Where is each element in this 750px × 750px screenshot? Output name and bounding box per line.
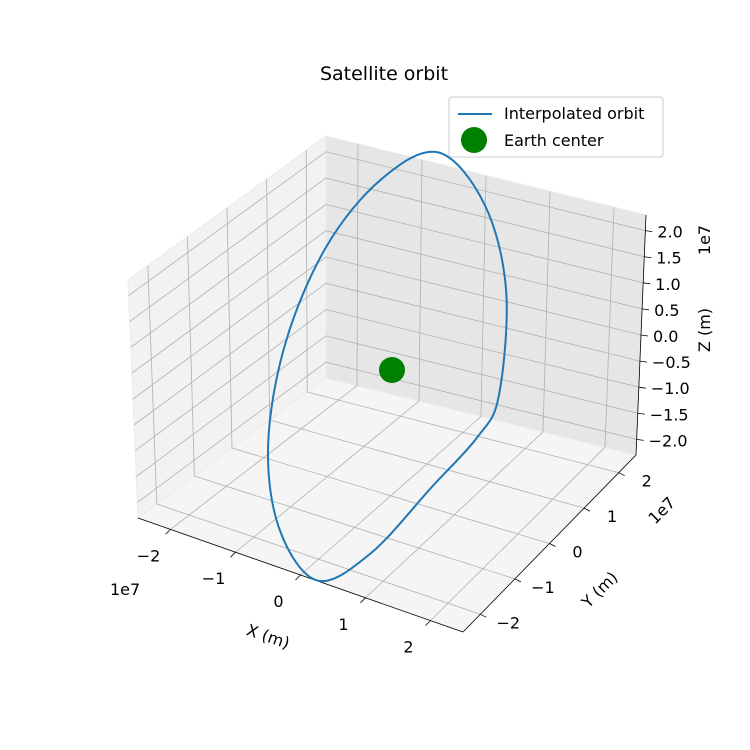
z-tick-label: −1.5 [650,405,689,424]
legend-label-orbit: Interpolated orbit [504,104,644,123]
z-tick-label: 1.0 [655,275,680,294]
x-tick [295,574,301,581]
grid-floor-y [194,475,516,580]
y-tick [618,472,625,477]
z-tick [637,412,645,415]
grid-z [134,309,639,452]
x-offset-label: 1e7 [110,580,140,599]
z-tick-label: 2.0 [657,223,682,242]
grid-z [129,177,645,322]
x-tick-label: −2 [137,546,161,565]
x-tick [425,620,431,626]
grid-z [133,282,641,426]
x-tick-label: 0 [273,592,283,611]
y-tick-label: −1 [531,578,555,597]
y-tick [514,578,522,583]
y-axis-label: Y (m) [577,568,622,613]
grid-floor-y [307,391,619,474]
grid-floor-y [156,503,481,615]
x-tick-label: −1 [202,569,226,588]
z-tick [644,256,652,259]
z-tick-label: −1.0 [651,379,690,398]
z-tick [640,334,649,337]
grid-z [128,151,646,296]
x-axis-label: X (m) [244,620,292,652]
z-offset-label: 1e7 [695,225,714,255]
legend-box [448,96,664,158]
axis-ticks: −2 −1 0 1 2 −2 −1 0 1 2 −2.0 −1.5 −1.0 −0.5 0.0 0.5 1.0 1… [137,223,691,657]
y-tick-label: −2 [497,613,521,632]
z-tick [642,308,650,311]
y-tick [583,507,591,512]
z-tick [645,230,653,233]
z-tick [636,438,644,441]
z-tick-label: −0.5 [652,353,691,372]
legend-label-earth: Earth center [504,131,604,150]
x-tick-label: 2 [403,638,413,657]
legend-marker-swatch [461,127,487,153]
x-tick [165,529,171,535]
grid-floor-y [269,419,585,509]
z-tick [639,360,647,363]
legend: Interpolated orbit Earth center [448,96,664,158]
z-tick-label: 0.5 [654,301,679,320]
y-offset-label: 1e7 [644,493,679,528]
z-tick [638,386,646,389]
z-tick-label: −2.0 [649,431,688,450]
y-tick-label: 0 [572,543,582,562]
grid-lines [128,143,646,621]
grid-z [132,256,642,400]
grid-floor-y [231,447,550,544]
x-tick-label: 1 [338,615,348,634]
earth-center-marker [379,357,405,383]
grid-z [130,203,644,348]
y-tick-label: 1 [607,507,617,526]
grid-z [131,230,643,374]
z-axis-label: Z (m) [695,308,714,352]
z-tick-label: 0.0 [653,327,678,346]
x-tick [230,551,236,558]
z-tick-label: 1.5 [656,249,681,268]
x-tick [360,597,366,604]
z-tick [643,282,651,285]
y-tick [480,613,487,618]
y-tick [549,543,556,547]
y-tick-label: 2 [642,472,652,491]
grid-z [137,361,637,503]
grid-z [136,335,638,477]
chart-title: Satellite orbit [320,63,448,85]
orbit-line [266,150,508,583]
